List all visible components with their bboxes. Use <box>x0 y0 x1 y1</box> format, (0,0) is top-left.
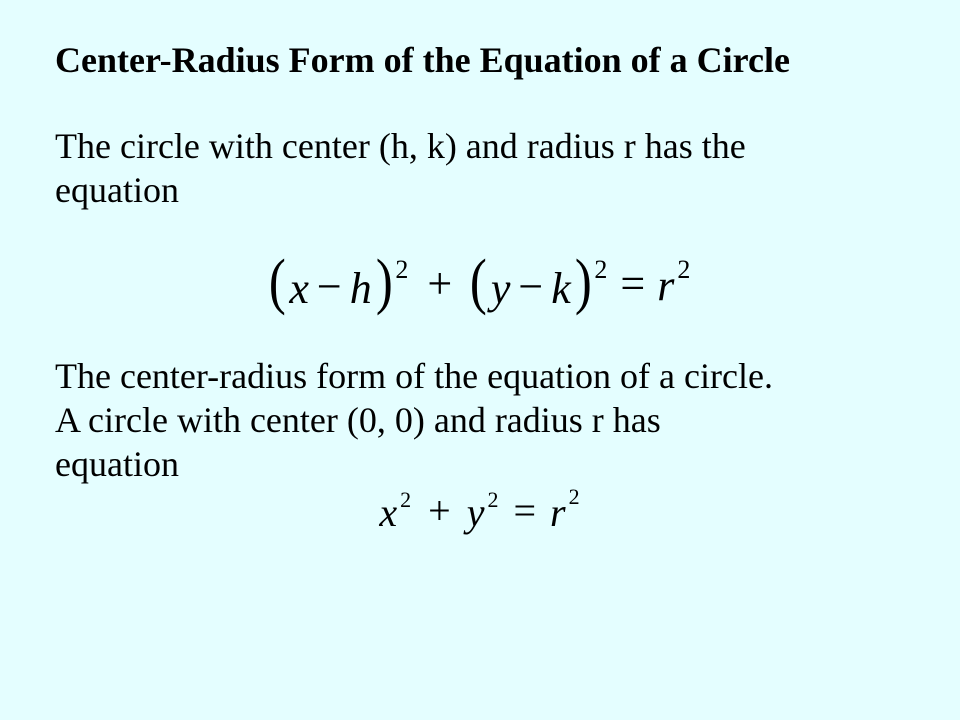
para1-line1: The circle with center (h, k) and radius… <box>55 126 746 166</box>
eq1-h: h <box>348 267 374 311</box>
equation-2: x 2 + y 2 = r 2 <box>55 493 905 533</box>
eq2-exp2: 2 <box>487 489 502 511</box>
eq1-exp2: 2 <box>594 257 611 283</box>
slide: Center-Radius Form of the Equation of a … <box>0 0 960 720</box>
eq1-y: y <box>489 267 513 311</box>
eq1-term1: ( x − h ) 2 <box>267 249 412 311</box>
eq1-exp1: 2 <box>395 257 412 283</box>
eq2-equals: = <box>505 488 544 533</box>
eq1-term2: ( y − k ) 2 <box>468 249 610 311</box>
para2-line1: The center-radius form of the equation o… <box>55 356 773 396</box>
slide-title: Center-Radius Form of the Equation of a … <box>55 40 905 81</box>
rparen: ) <box>376 251 393 313</box>
eq2-plus: + <box>418 488 461 533</box>
eq1-k: k <box>549 267 573 311</box>
eq1-plus: + <box>415 259 464 308</box>
eq1-equals: = <box>614 259 651 308</box>
eq1-rhs: r 2 <box>655 264 693 308</box>
eq1-rexp: 2 <box>677 257 694 283</box>
eq1-x: x <box>287 267 311 311</box>
eq2-x: x <box>377 493 399 533</box>
eq1-minus2: − <box>512 265 549 309</box>
para2-line2: A circle with center (0, 0) and radius r… <box>55 400 661 440</box>
rparen2: ) <box>575 251 592 313</box>
eq2-rexp: 2 <box>569 486 584 508</box>
eq2-y: y <box>465 493 487 533</box>
para2-line3: equation <box>55 444 179 484</box>
para1-line2: equation <box>55 170 179 210</box>
paragraph-2: The center-radius form of the equation o… <box>55 355 905 487</box>
eq1-r: r <box>655 264 676 308</box>
equation-1: ( x − h ) 2 + ( y − k ) 2 = r 2 <box>55 249 905 311</box>
eq2-r: r <box>548 493 568 533</box>
eq2-exp1: 2 <box>400 489 415 511</box>
eq2-term2: y 2 <box>465 493 502 533</box>
eq2-term1: x 2 <box>377 493 414 533</box>
eq1-minus1: − <box>311 265 348 309</box>
paragraph-1: The circle with center (h, k) and radius… <box>55 125 905 213</box>
lparen2: ( <box>470 251 487 313</box>
eq2-rhs: r 2 <box>548 493 583 533</box>
lparen: ( <box>269 251 286 313</box>
